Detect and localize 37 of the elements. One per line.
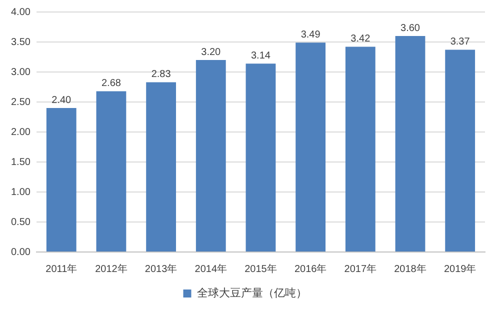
data-label: 3.42 <box>350 34 371 45</box>
data-label: 3.49 <box>300 29 321 40</box>
data-label: 3.20 <box>201 46 222 58</box>
data-label: 2.83 <box>151 68 172 80</box>
y-tick-label: 3.00 <box>10 66 31 78</box>
bar <box>296 42 326 252</box>
y-tick-label: 2.50 <box>10 96 31 108</box>
y-tick-label: 0.50 <box>10 216 31 228</box>
bar <box>246 64 276 252</box>
data-label: 3.37 <box>450 36 470 48</box>
x-tick-label: 2018年 <box>394 262 426 275</box>
data-label: 3.14 <box>250 50 271 62</box>
bar <box>46 108 76 252</box>
data-label: 2.68 <box>101 78 122 89</box>
x-tick-label: 2011年 <box>46 262 78 275</box>
data-label: 2.40 <box>52 94 72 106</box>
x-tick-label: 2015年 <box>244 262 277 275</box>
bar <box>345 46 376 252</box>
bar <box>146 82 176 252</box>
bar <box>395 36 426 252</box>
y-tick-label: 1.00 <box>10 186 31 198</box>
x-tick-label: 2012年 <box>95 262 128 275</box>
y-tick-label: 3.50 <box>10 36 31 48</box>
y-tick-label: 4.00 <box>10 6 31 18</box>
y-tick-label: 0.00 <box>10 246 31 258</box>
bar <box>445 50 476 252</box>
x-tick-label: 2019年 <box>444 262 476 275</box>
y-tick-label: 1.50 <box>10 156 31 168</box>
bar <box>196 60 226 252</box>
x-tick-label: 2017年 <box>344 262 377 275</box>
x-tick-label: 2014年 <box>194 262 228 275</box>
data-label: 3.60 <box>400 22 420 34</box>
y-tick-label: 2.00 <box>10 126 31 138</box>
bar <box>96 91 126 252</box>
x-tick-label: 2013年 <box>144 262 178 275</box>
legend-label: 全球大豆产量（亿吨） <box>196 286 307 300</box>
x-tick-label: 2016年 <box>294 262 327 275</box>
